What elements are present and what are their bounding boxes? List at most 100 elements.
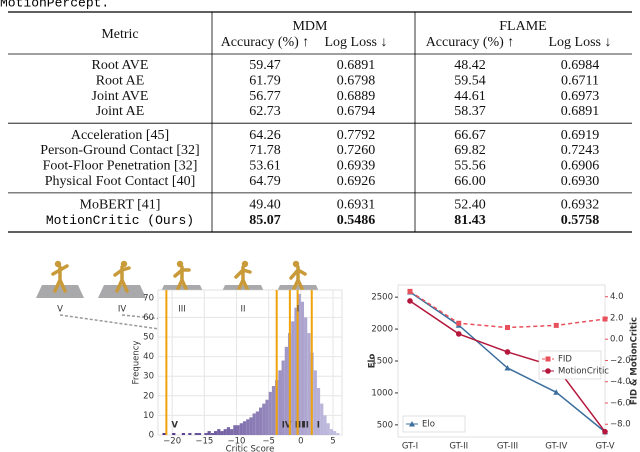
histogram-bar (326, 423, 330, 435)
cell: 0.6798 (337, 74, 376, 89)
pose-label: II (240, 305, 245, 315)
x-tick-label: GT-II (449, 442, 468, 452)
pose-arrow (59, 314, 167, 331)
row-label: Root AE (96, 74, 145, 89)
histogram-bar (217, 429, 221, 435)
caption-tail: MotionPercept. (0, 0, 109, 10)
row-label: Foot-Floor Penetration [32] (43, 159, 198, 174)
x-tick-label: 5 (330, 437, 335, 447)
point (545, 356, 551, 362)
histogram-bar (220, 431, 224, 435)
cell: 58.37 (454, 104, 486, 119)
histogram-bar (233, 425, 237, 435)
pose-body (113, 265, 131, 293)
cell: 0.5486 (337, 213, 376, 228)
y-tick-label: 60 (143, 313, 154, 323)
table-column: Accuracy (%) ↑ (426, 35, 515, 50)
cell: 66.00 (454, 174, 486, 189)
cell: 0.7792 (337, 128, 376, 143)
point (553, 389, 560, 395)
point (553, 322, 559, 328)
histogram-bar (223, 429, 227, 435)
cell: 64.26 (249, 128, 281, 143)
point (602, 316, 608, 322)
point (504, 349, 511, 355)
histogram-bar (262, 403, 266, 435)
pose-body (289, 265, 307, 293)
point (409, 421, 415, 427)
cell: 66.67 (454, 128, 486, 143)
histogram-bar (307, 333, 311, 435)
x-tick-label: 0 (298, 437, 303, 447)
pose-label: III (178, 305, 186, 315)
cell: 61.79 (249, 74, 281, 89)
cell: 55.56 (454, 159, 486, 174)
histogram-bar (316, 387, 321, 435)
cell: 0.6889 (337, 89, 376, 104)
y-tick-label: 50 (143, 333, 154, 343)
histogram-bar (204, 433, 208, 435)
pose-label: I (297, 305, 300, 315)
cell: 59.54 (454, 74, 486, 89)
cell: 0.6926 (337, 174, 376, 189)
point (455, 331, 462, 337)
x-tick-label: −5 (262, 437, 275, 447)
y2-tick-label: −6.0 (610, 398, 631, 408)
legend-label: Elo (422, 420, 435, 430)
x-axis-label: Critic Score (226, 445, 275, 452)
histogram-bar (172, 433, 176, 435)
table-group: MDM (292, 19, 328, 34)
platform (98, 285, 146, 298)
histogram-bar (230, 429, 234, 435)
y2-tick-label: 0.0 (610, 335, 624, 345)
histogram-bar (329, 429, 333, 435)
row-label: Person-Ground Contact [32] (40, 143, 199, 158)
x-tick-label: GT-IV (545, 442, 567, 452)
histogram-bar (197, 433, 202, 435)
y-tick-label: 40 (143, 352, 154, 362)
histogram-bar (265, 399, 269, 435)
x-tick-label: GT-V (595, 442, 614, 452)
histogram-bar (320, 403, 324, 435)
histogram-bar (268, 391, 272, 435)
y-tick-label: 30 (143, 372, 154, 382)
cell: 0.6794 (337, 104, 376, 119)
y2-tick-label: 4.0 (610, 292, 624, 302)
histogram-bar (294, 307, 298, 435)
platform (36, 285, 84, 298)
row-label: Physical Foot Contact [40] (45, 174, 196, 189)
point (407, 288, 413, 294)
legend-label: FID (558, 355, 572, 365)
cell: 0.6891 (561, 104, 600, 119)
y-tick-label: 70 (143, 293, 154, 303)
row-label: Root AVE (92, 58, 149, 73)
cell: 85.07 (249, 213, 281, 228)
table-column: Accuracy (%) ↑ (221, 35, 310, 50)
cell: 0.5758 (561, 213, 600, 228)
row-label: Joint AVE (92, 89, 149, 104)
histogram-bar (181, 433, 186, 435)
y-tick-label: 500 (377, 420, 393, 430)
y-tick-label: 0 (149, 431, 154, 441)
table-group: FLAME (499, 19, 546, 34)
legend-label: MotionCritic (558, 367, 609, 377)
x-tick-label: −15 (195, 437, 213, 447)
x-tick-label: GT-III (497, 442, 518, 452)
threshold-label: III (295, 421, 305, 431)
cell: 0.6930 (561, 174, 600, 189)
histogram-bar (278, 370, 282, 435)
x-tick-label: −10 (228, 437, 246, 447)
y-tick-label: 10 (143, 411, 154, 421)
cell: 0.6711 (561, 74, 599, 89)
y2-tick-label: 2.0 (610, 313, 624, 323)
histogram-bar (226, 427, 231, 435)
pose-body (234, 265, 252, 293)
threshold-label: IV (282, 421, 292, 431)
point (602, 428, 608, 435)
pose-label: IV (118, 305, 127, 315)
series-line (409, 290, 606, 329)
histogram-bar (210, 433, 214, 435)
point (407, 298, 413, 304)
histogram-bar (255, 411, 260, 435)
threshold-label: V (171, 421, 178, 431)
